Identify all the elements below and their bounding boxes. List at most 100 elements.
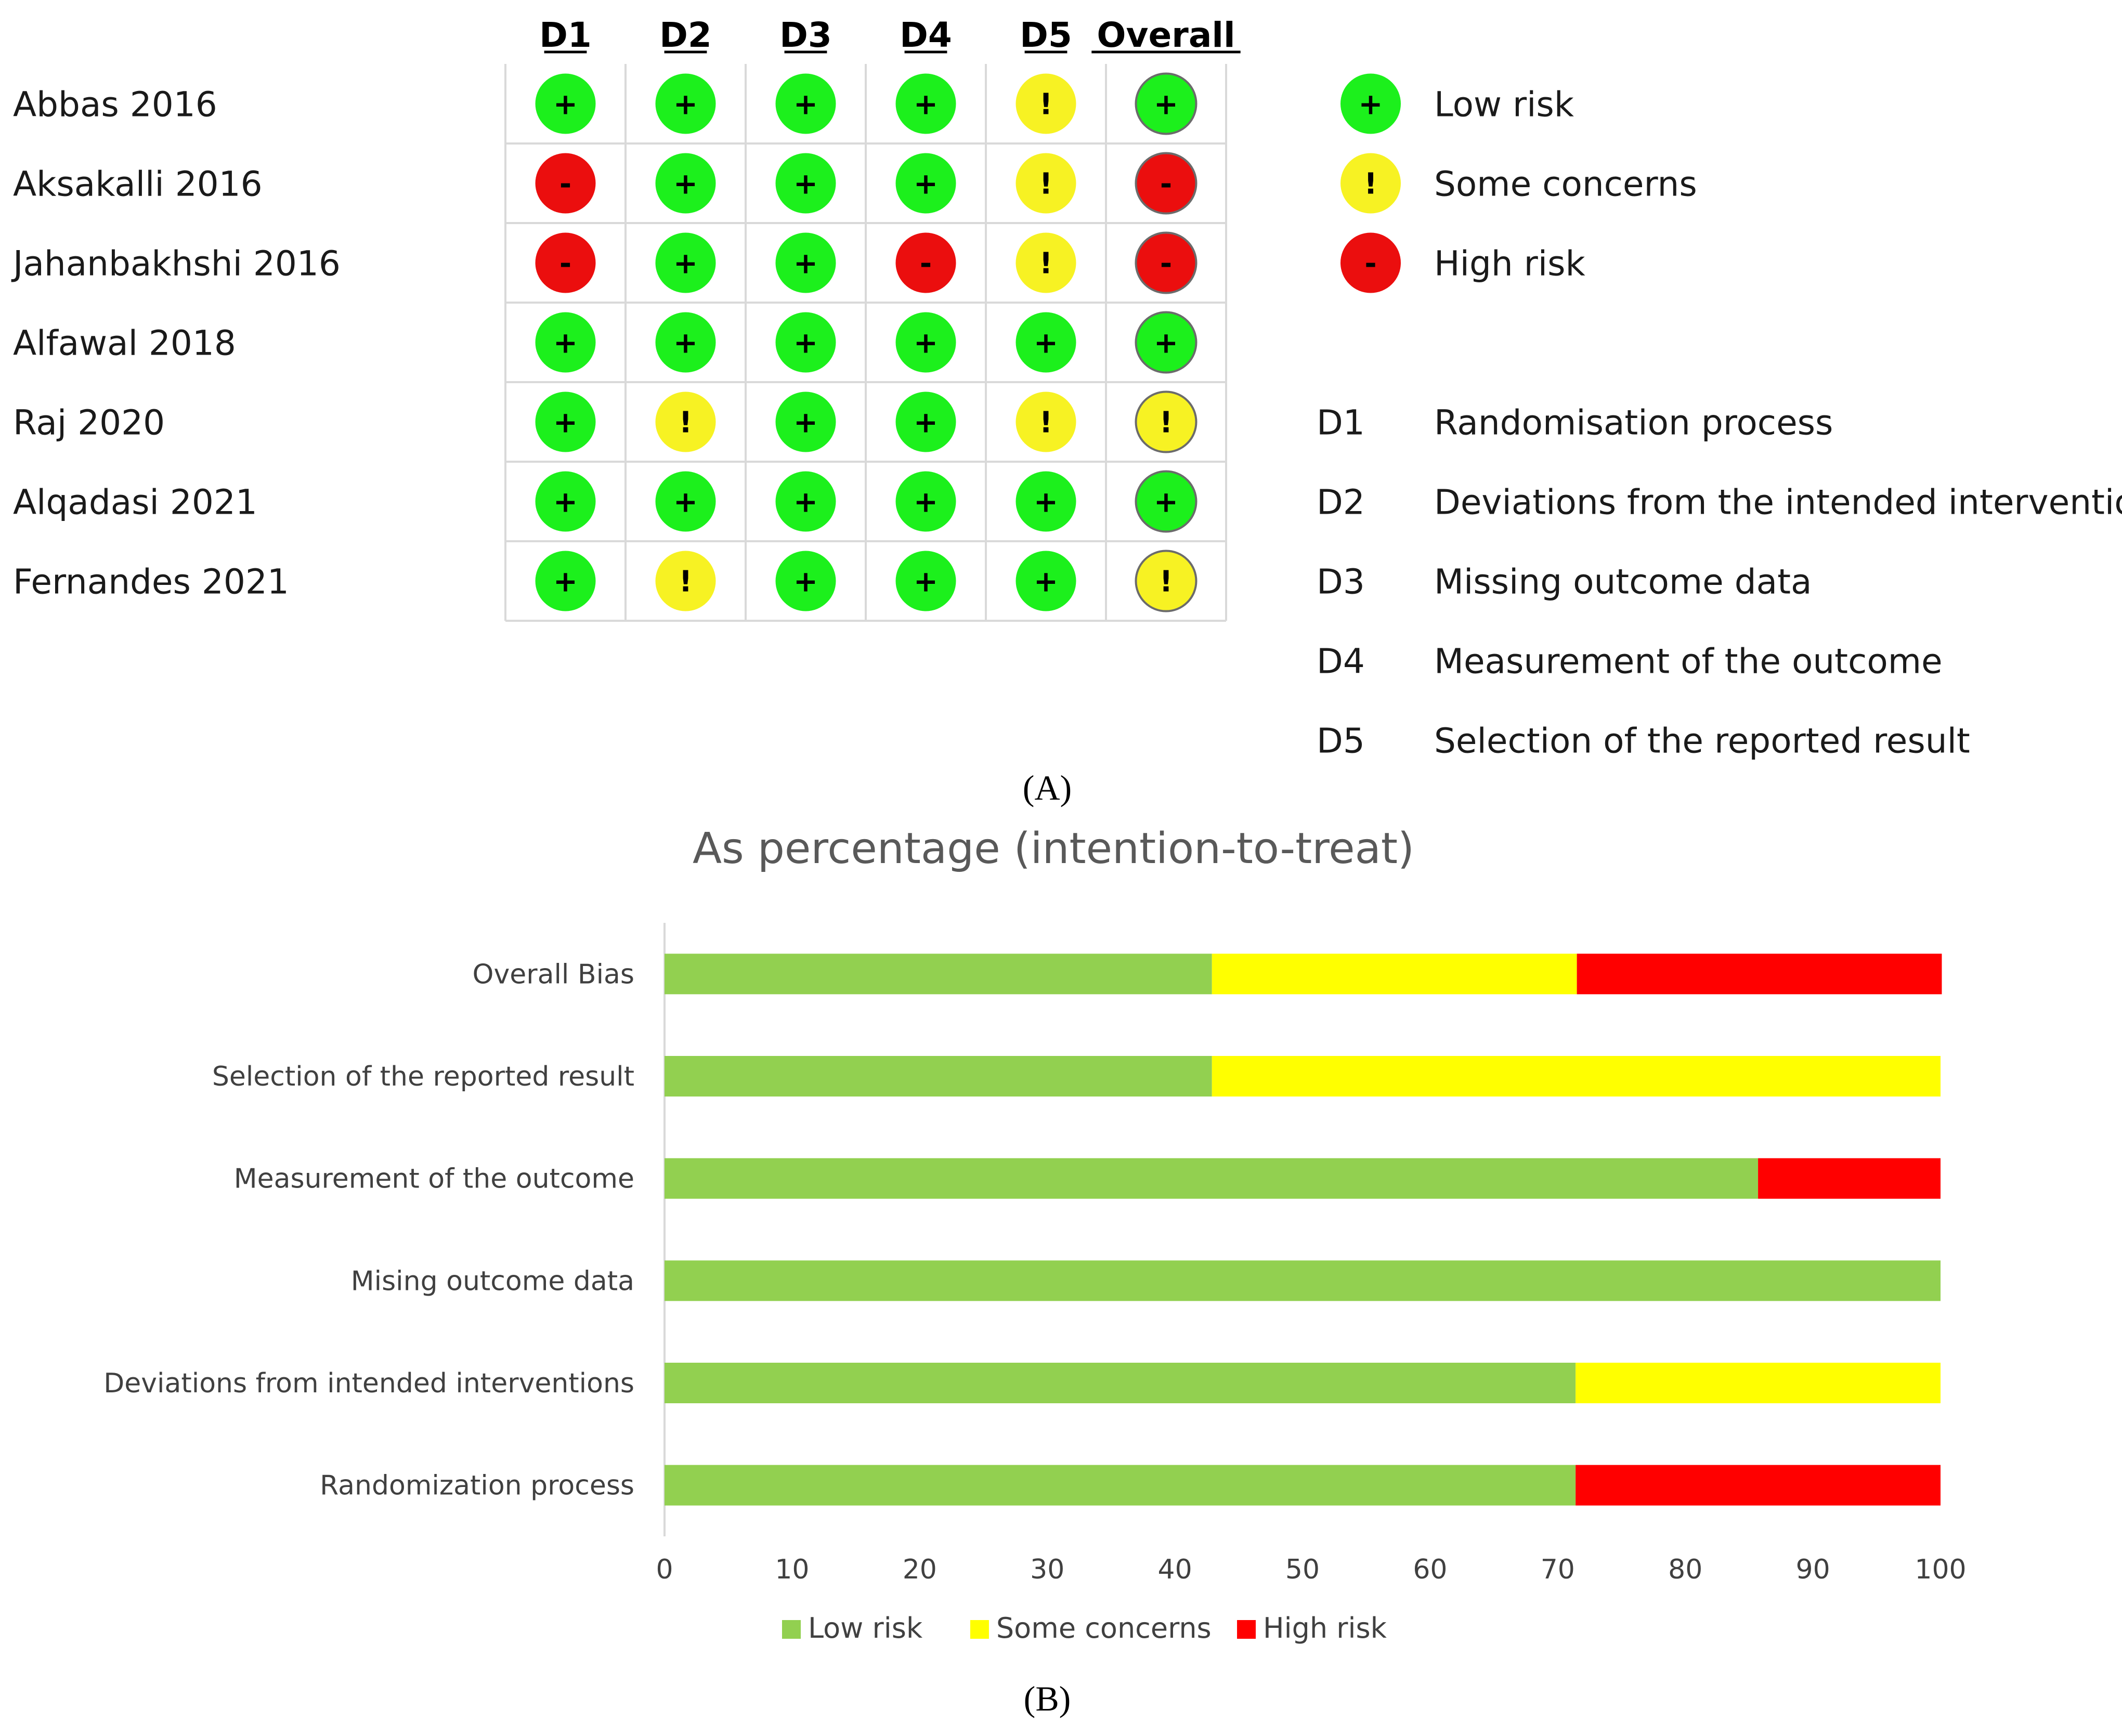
x-tick-label: 100	[1915, 1554, 1966, 1585]
rating-low	[535, 391, 596, 452]
rating-symbol: +	[553, 565, 578, 599]
rating-symbol: -	[1160, 247, 1172, 281]
x-tick-label: 70	[1541, 1554, 1575, 1585]
legend-label: Some concerns	[1434, 164, 1697, 204]
rating-low	[655, 232, 716, 293]
rating-symbol: +	[914, 486, 938, 519]
bar-segment-some	[1212, 1056, 1941, 1097]
rating-some	[1135, 390, 1197, 453]
legend-label: High risk	[1263, 1612, 1387, 1644]
rating-symbol: -	[559, 247, 571, 281]
rating-low	[775, 312, 836, 373]
rating-high	[535, 153, 596, 214]
rating-symbol: +	[673, 327, 698, 360]
bar-segment-low	[665, 1158, 1759, 1199]
study-name: Aksakalli 2016	[13, 164, 263, 204]
legend-high-icon	[1340, 232, 1401, 293]
rating-symbol: +	[673, 247, 698, 281]
rating-high	[535, 232, 596, 293]
bar-segment-low	[665, 1465, 1576, 1506]
rating-high	[1135, 231, 1197, 294]
legend-label: Some concerns	[996, 1612, 1212, 1644]
rating-low	[535, 471, 596, 532]
domain-header: D5	[1020, 15, 1072, 55]
rating-low	[655, 312, 716, 373]
rating-symbol: +	[673, 486, 698, 519]
bar-segment-low	[665, 1056, 1212, 1097]
rating-low	[775, 232, 836, 293]
rating-symbol: -	[559, 167, 571, 201]
rating-low	[535, 73, 596, 134]
domain-description: Missing outcome data	[1434, 562, 1812, 602]
category-label: Randomization process	[320, 1470, 634, 1502]
traffic-light-plot: D1 D2 D3 D4 D5 Overall Abbas 2016 + + + +! + Aksakal…	[11, 15, 2122, 761]
rating-symbol: -	[920, 247, 932, 281]
x-tick-label: 40	[1158, 1554, 1192, 1585]
category-label: Overall Bias	[473, 959, 634, 990]
rating-symbol: +	[1034, 327, 1058, 360]
rating-low	[1016, 551, 1076, 611]
rating-low	[775, 73, 836, 134]
x-tick-label: 20	[903, 1554, 937, 1585]
bar-segment-low	[665, 1363, 1576, 1403]
bar-segment-some	[1576, 1363, 1941, 1403]
rating-symbol: +	[673, 88, 698, 122]
rating-symbol: +	[793, 327, 818, 360]
category-label: Measurement of the outcome	[234, 1164, 634, 1195]
domain-description: Deviations from the intended interventio…	[1434, 482, 2122, 523]
rating-low	[535, 312, 596, 373]
bar-segment-some	[1212, 954, 1577, 995]
legend-low-icon	[1340, 73, 1401, 134]
legend-some-icon	[1340, 153, 1401, 214]
domain-code: D5	[1317, 721, 1365, 761]
rating-symbol: +	[914, 565, 938, 599]
category-label: Mising outcome data	[351, 1265, 634, 1297]
study-name: Alfawal 2018	[13, 323, 236, 363]
rating-low	[895, 73, 956, 134]
domain-header: Overall	[1097, 15, 1235, 55]
rating-low	[1135, 311, 1197, 374]
rating-low	[655, 471, 716, 532]
rating-symbol: !	[1039, 167, 1053, 201]
rating-symbol: !	[1039, 88, 1053, 122]
bar-segment-high	[1758, 1158, 1941, 1199]
rating-symbol: !	[1039, 247, 1053, 281]
rating-low	[775, 551, 836, 611]
rating-low	[895, 391, 956, 452]
legend-label: High risk	[1434, 244, 1586, 284]
rating-low	[775, 391, 836, 452]
study-name: Jahanbakhshi 2016	[11, 244, 341, 284]
domain-header: D3	[779, 15, 832, 55]
rating-some	[1135, 550, 1197, 612]
legend-label: Low risk	[1434, 85, 1574, 125]
rating-symbol: +	[553, 88, 578, 122]
bar-segment-high	[1577, 954, 1942, 995]
domain-header: D2	[659, 15, 712, 55]
domain-header: D4	[900, 15, 952, 55]
rating-some	[655, 551, 716, 611]
rating-high	[1135, 152, 1197, 215]
x-tick-label: 0	[656, 1554, 673, 1585]
domain-description: Measurement of the outcome	[1434, 642, 1943, 682]
rating-symbol: +	[553, 486, 578, 519]
study-name: Raj 2020	[13, 403, 165, 443]
x-tick-label: 90	[1796, 1554, 1830, 1585]
legend-symbol: -	[1364, 247, 1376, 281]
bar-segment-low	[665, 1260, 1941, 1301]
rating-some	[655, 391, 716, 452]
study-name: Alqadasi 2021	[13, 482, 257, 523]
rating-symbol: +	[1154, 327, 1178, 360]
rating-symbol: +	[553, 327, 578, 360]
rating-symbol: +	[553, 406, 578, 440]
rating-low	[655, 73, 716, 134]
rating-symbol: !	[679, 406, 693, 440]
rating-symbol: !	[679, 565, 693, 599]
rating-symbol: +	[793, 88, 818, 122]
rating-symbol: +	[673, 167, 698, 201]
rating-low	[775, 471, 836, 532]
chart-title: As percentage (intention-to-treat)	[693, 824, 1414, 873]
rating-low	[895, 551, 956, 611]
rating-symbol: +	[914, 167, 938, 201]
bar-segment-low	[665, 954, 1212, 995]
